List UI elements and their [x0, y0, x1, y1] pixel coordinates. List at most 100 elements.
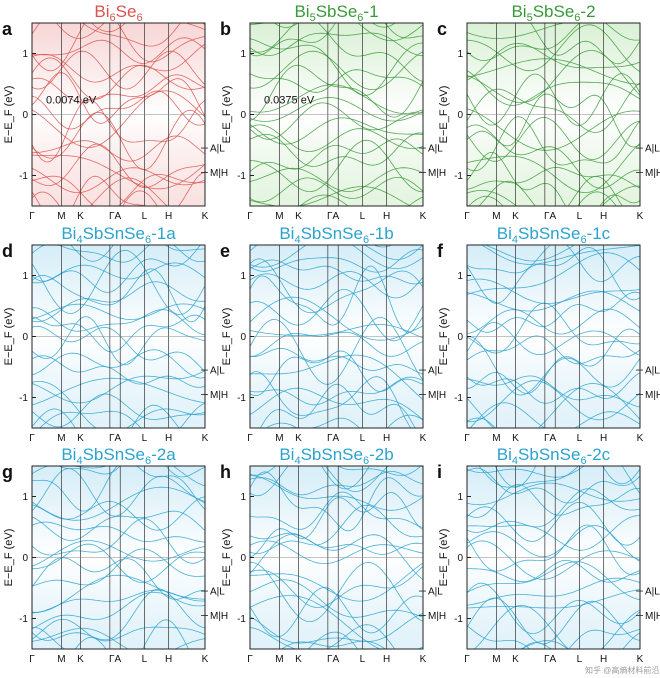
x-tick-label: H [600, 654, 607, 665]
band-line [32, 172, 205, 206]
x-tick-label: L [577, 211, 583, 222]
band-line [250, 132, 423, 167]
band-line [250, 38, 423, 96]
band-gap-label: 0.0375 eV [264, 95, 315, 107]
band-line [480, 245, 640, 265]
x-tick-label: ΓA [544, 433, 557, 444]
band-lines [32, 23, 205, 206]
x-tick-label: K [637, 654, 644, 665]
band-line [467, 322, 640, 356]
band-line [32, 245, 201, 293]
band-line [32, 468, 205, 517]
band-line [32, 486, 205, 521]
band-line [280, 640, 386, 649]
x-tick-label: L [142, 654, 148, 665]
band-line [32, 521, 205, 543]
band-line [32, 466, 205, 512]
band-line [250, 533, 423, 580]
y-tick-label: 1 [457, 492, 463, 503]
band-line [58, 466, 205, 478]
band-line [467, 582, 640, 635]
band-line [91, 23, 205, 33]
side-annotation: M|H [428, 390, 446, 401]
band-line [467, 291, 640, 333]
band-lines [467, 245, 640, 428]
band-line [250, 624, 396, 649]
band-line [467, 484, 640, 518]
y-tick-label: 0 [22, 553, 28, 564]
band-line [467, 245, 640, 283]
x-tick-label: K [295, 211, 302, 222]
panel-title: Bi4SbSnSe6-1c [497, 224, 611, 246]
side-annotation: M|H [428, 168, 446, 179]
side-annotation: M|H [210, 168, 228, 179]
band-line [32, 268, 205, 323]
x-tick-label: M [275, 211, 283, 222]
band-line [288, 417, 361, 428]
band-line [307, 631, 358, 649]
band-line [250, 504, 423, 554]
band-line [250, 595, 423, 649]
band-line [250, 466, 423, 497]
y-tick-label: 1 [457, 271, 463, 282]
band-line [250, 32, 423, 57]
band-line [32, 57, 205, 100]
band-line [469, 402, 640, 428]
band-line [484, 245, 576, 262]
band-line [467, 166, 640, 190]
band-line [467, 247, 640, 304]
x-tick-label: M [57, 433, 65, 444]
band-line [32, 574, 205, 613]
x-tick-label: H [383, 654, 390, 665]
y-tick-label: -1 [454, 614, 463, 625]
band-line [32, 466, 205, 487]
band-lines [250, 245, 423, 428]
band-line [250, 64, 423, 121]
band-line [250, 579, 423, 618]
x-tick-label: Γ [29, 211, 35, 222]
x-tick-label: K [77, 433, 84, 444]
band-line [467, 23, 640, 61]
band-line [250, 466, 422, 476]
y-axis-label: E−E_F (eV) [221, 308, 233, 366]
band-line [32, 43, 205, 83]
x-tick-label: H [165, 211, 172, 222]
band-line [32, 557, 205, 600]
panel-letter: d [2, 241, 13, 261]
x-tick-label: K [295, 654, 302, 665]
band-line [250, 387, 423, 420]
band-line [467, 108, 640, 151]
panel-c: Bi5SbSe6-2 c1 0 -1 E−E_F (eV) Γ M K ΓA L H K A|L M|H [437, 2, 660, 222]
band-line [32, 548, 205, 587]
x-tick-label: Γ [247, 433, 253, 444]
y-axis-label: E−E_F (eV) [3, 86, 15, 144]
x-tick-label: M [57, 211, 65, 222]
band-line [250, 245, 423, 269]
band-line [32, 262, 205, 284]
panel-title: Bi4SbSnSe6-1a [61, 224, 176, 246]
band-gap-label: 0.0074 eV [46, 95, 97, 107]
panel-letter: i [437, 462, 442, 482]
band-line [32, 23, 205, 72]
band-line [32, 518, 205, 564]
band-line [467, 577, 640, 606]
band-line [250, 84, 423, 114]
band-line [250, 167, 423, 192]
band-line [467, 372, 640, 404]
band-line [467, 116, 640, 172]
side-annotation: A|L [645, 587, 660, 598]
y-tick-label: -1 [454, 393, 463, 404]
panel-letter: g [2, 462, 13, 482]
y-tick-label: 1 [240, 49, 246, 60]
panel-letter: e [220, 241, 230, 261]
band-line [55, 23, 205, 39]
band-line [32, 325, 205, 372]
band-line [250, 124, 423, 152]
band-line [32, 355, 205, 388]
y-tick-label: 1 [240, 492, 246, 503]
band-line [473, 604, 640, 649]
panel-a: Bi6Se6 a1 0 -1 E−E_F (eV) Γ M K ΓA L H K A|L M|H 0.007… [2, 2, 228, 222]
band-lines [32, 245, 205, 428]
side-annotation: A|L [210, 587, 225, 598]
